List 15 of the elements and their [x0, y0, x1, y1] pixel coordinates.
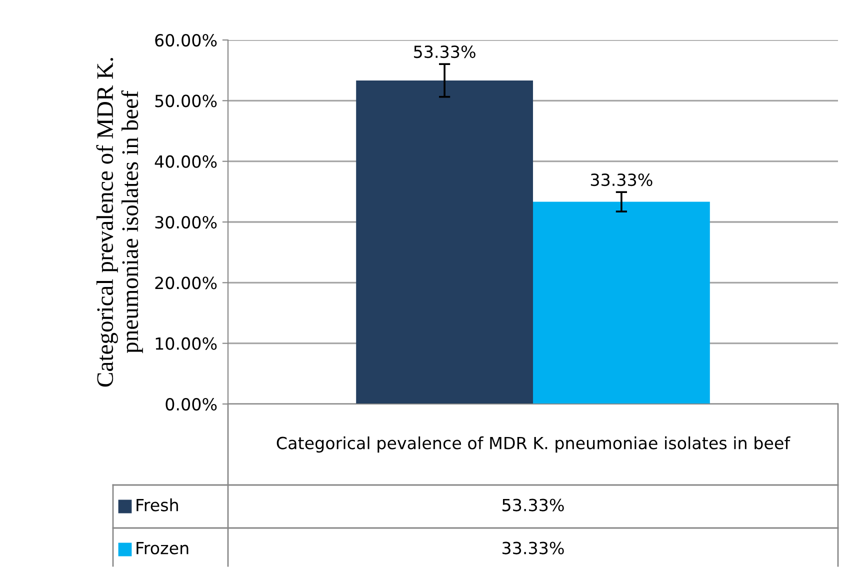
data-label: 53.33% — [414, 45, 476, 58]
y-tick-label: 50.00% — [155, 94, 217, 108]
legend-label: Frozen — [136, 542, 188, 554]
y-tick-label: 30.00% — [155, 216, 217, 229]
text: 53.33% — [502, 498, 564, 512]
y-tick-label: 20.00% — [155, 276, 217, 290]
y-tick-label: 60.00% — [155, 34, 217, 47]
y-axis-title: Categorical prevalence of MDR K. pneumoniae isolates in beef — [96, 58, 143, 387]
y-tick-label: 10.00% — [156, 337, 217, 350]
x-tick-label: Categorical pevalence of MDR K. pneumoniae isolates in beef — [276, 436, 790, 453]
legend-label: Fresh — [136, 498, 178, 512]
text: 33.33% — [502, 542, 564, 554]
data-label: 33.33% — [590, 173, 652, 186]
y-tick-label: 40.00% — [154, 155, 217, 168]
y-tick-label: 0.00% — [166, 398, 217, 411]
